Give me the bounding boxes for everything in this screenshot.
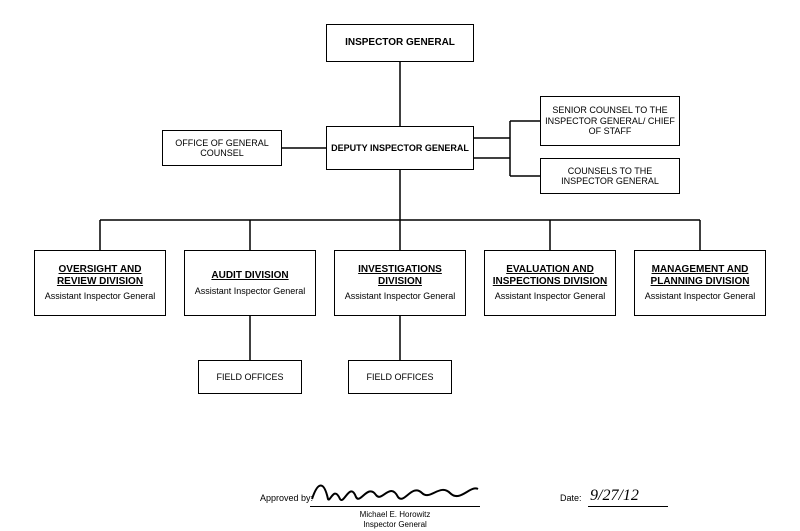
node-title: MANAGEMENT AND PLANNING DIVISION — [638, 264, 762, 287]
node-subtitle: Assistant Inspector General — [488, 291, 612, 301]
node-label: DEPUTY INSPECTOR GENERAL — [330, 143, 470, 153]
node-label: COUNSELS TO THE INSPECTOR GENERAL — [544, 166, 676, 187]
node-investigations-division: INVESTIGATIONS DIVISION Assistant Inspec… — [334, 250, 466, 316]
node-label: OFFICE OF GENERAL COUNSEL — [166, 138, 278, 159]
node-audit-division: AUDIT DIVISION Assistant Inspector Gener… — [184, 250, 316, 316]
node-title: EVALUATION AND INSPECTIONS DIVISION — [488, 264, 612, 287]
node-label: INSPECTOR GENERAL — [330, 37, 470, 49]
approved-by-label: Approved by: — [260, 493, 313, 503]
node-subtitle: Assistant Inspector General — [338, 291, 462, 301]
signature-icon — [310, 475, 480, 507]
node-inspector-general: INSPECTOR GENERAL — [326, 24, 474, 62]
node-oversight-review: OVERSIGHT AND REVIEW DIVISION Assistant … — [34, 250, 166, 316]
node-evaluation-inspections: EVALUATION AND INSPECTIONS DIVISION Assi… — [484, 250, 616, 316]
signature-line — [310, 506, 480, 507]
node-label: FIELD OFFICES — [352, 372, 448, 382]
date-label: Date: — [560, 493, 582, 503]
node-label: SENIOR COUNSEL TO THE INSPECTOR GENERAL/… — [544, 105, 676, 136]
node-deputy-inspector-general: DEPUTY INSPECTOR GENERAL — [326, 126, 474, 170]
signatory-title: Inspector General — [310, 520, 480, 529]
node-title: AUDIT DIVISION — [188, 270, 312, 282]
node-field-offices-investigations: FIELD OFFICES — [348, 360, 452, 394]
node-subtitle: Assistant Inspector General — [638, 291, 762, 301]
node-office-general-counsel: OFFICE OF GENERAL COUNSEL — [162, 130, 282, 166]
node-label: FIELD OFFICES — [202, 372, 298, 382]
node-senior-counsel: SENIOR COUNSEL TO THE INSPECTOR GENERAL/… — [540, 96, 680, 146]
node-counsels: COUNSELS TO THE INSPECTOR GENERAL — [540, 158, 680, 194]
signature-block: Approved by: Michael E. Horowitz Inspect… — [0, 471, 800, 531]
node-management-planning: MANAGEMENT AND PLANNING DIVISION Assista… — [634, 250, 766, 316]
node-subtitle: Assistant Inspector General — [38, 291, 162, 301]
node-subtitle: Assistant Inspector General — [188, 286, 312, 296]
node-field-offices-audit: FIELD OFFICES — [198, 360, 302, 394]
signatory-name: Michael E. Horowitz — [310, 510, 480, 519]
node-title: INVESTIGATIONS DIVISION — [338, 264, 462, 287]
date-line — [588, 506, 668, 507]
date-value: 9/27/12 — [590, 487, 639, 505]
org-chart: INSPECTOR GENERAL DEPUTY INSPECTOR GENER… — [0, 0, 800, 531]
node-title: OVERSIGHT AND REVIEW DIVISION — [38, 264, 162, 287]
